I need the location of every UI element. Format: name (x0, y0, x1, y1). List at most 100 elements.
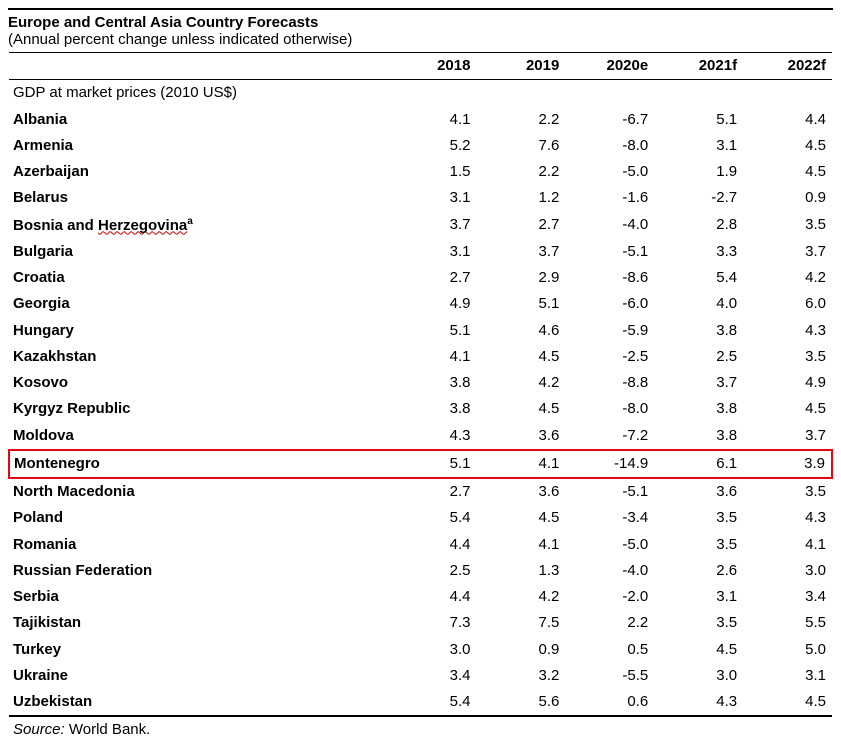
country-name: North Macedonia (9, 478, 388, 505)
value-cell: 0.6 (565, 689, 654, 716)
value-cell: -4.0 (565, 558, 654, 584)
country-name: Croatia (9, 265, 388, 291)
value-cell: 3.8 (654, 318, 743, 344)
value-cell: 0.9 (743, 185, 832, 211)
table-row: Poland5.44.5-3.43.54.3 (9, 505, 832, 531)
value-cell: 1.5 (388, 159, 477, 185)
title-line-2: (Annual percent change unless indicated … (8, 31, 833, 52)
country-name: Hungary (9, 318, 388, 344)
value-cell: 3.1 (654, 133, 743, 159)
value-cell: 5.1 (388, 450, 477, 478)
value-cell: 4.5 (743, 133, 832, 159)
value-cell: 5.5 (743, 610, 832, 636)
table-row: Romania4.44.1-5.03.54.1 (9, 532, 832, 558)
value-cell: -3.4 (565, 505, 654, 531)
table-row: Belarus3.11.2-1.6-2.70.9 (9, 185, 832, 211)
value-cell: 4.6 (476, 318, 565, 344)
value-cell: -4.0 (565, 212, 654, 239)
table-row: Serbia4.44.2-2.03.13.4 (9, 584, 832, 610)
table-row: Uzbekistan5.45.60.64.34.5 (9, 689, 832, 716)
value-cell: 3.1 (743, 663, 832, 689)
value-cell: 4.2 (476, 584, 565, 610)
country-name: Kazakhstan (9, 344, 388, 370)
table-row: Turkey3.00.90.54.55.0 (9, 637, 832, 663)
value-cell: 3.1 (654, 584, 743, 610)
value-cell: 2.7 (388, 265, 477, 291)
country-name: Serbia (9, 584, 388, 610)
value-cell: 3.5 (743, 344, 832, 370)
value-cell: 4.0 (654, 291, 743, 317)
value-cell: 3.6 (476, 478, 565, 505)
value-cell: 2.2 (476, 159, 565, 185)
value-cell: 3.8 (654, 423, 743, 450)
country-name: Azerbaijan (9, 159, 388, 185)
value-cell: 3.8 (388, 396, 477, 422)
value-cell: -5.5 (565, 663, 654, 689)
source-row: Source: World Bank. (9, 716, 832, 743)
source-name: World Bank. (65, 721, 151, 738)
value-cell: 4.1 (476, 450, 565, 478)
value-cell: 6.0 (743, 291, 832, 317)
value-cell: -5.0 (565, 532, 654, 558)
value-cell: 2.5 (388, 558, 477, 584)
table-header-row: 2018 2019 2020e 2021f 2022f (9, 53, 832, 80)
value-cell: 4.5 (476, 344, 565, 370)
value-cell: 4.5 (654, 637, 743, 663)
table-row: Ukraine3.43.2-5.53.03.1 (9, 663, 832, 689)
value-cell: 2.5 (654, 344, 743, 370)
col-header: 2018 (388, 53, 477, 80)
table-row: Armenia5.27.6-8.03.14.5 (9, 133, 832, 159)
value-cell: 4.3 (654, 689, 743, 716)
value-cell: -7.2 (565, 423, 654, 450)
value-cell: 4.9 (388, 291, 477, 317)
table-row: Bulgaria3.13.7-5.13.33.7 (9, 239, 832, 265)
value-cell: 3.1 (388, 239, 477, 265)
country-name: Montenegro (9, 450, 388, 478)
value-cell: 4.3 (743, 318, 832, 344)
value-cell: 4.5 (743, 396, 832, 422)
country-name: Kosovo (9, 370, 388, 396)
value-cell: 3.6 (476, 423, 565, 450)
value-cell: 0.5 (565, 637, 654, 663)
country-name: Uzbekistan (9, 689, 388, 716)
value-cell: -5.9 (565, 318, 654, 344)
value-cell: 3.8 (388, 370, 477, 396)
value-cell: 2.8 (654, 212, 743, 239)
value-cell: 4.4 (743, 107, 832, 133)
value-cell: -8.8 (565, 370, 654, 396)
value-cell: 2.9 (476, 265, 565, 291)
value-cell: 3.0 (654, 663, 743, 689)
value-cell: 4.3 (743, 505, 832, 531)
value-cell: 3.5 (654, 532, 743, 558)
value-cell: 3.7 (476, 239, 565, 265)
table-row: Bosnia and Herzegovinaa3.72.7-4.02.83.5 (9, 212, 832, 239)
value-cell: 5.6 (476, 689, 565, 716)
value-cell: 3.8 (654, 396, 743, 422)
title-line-1: Europe and Central Asia Country Forecast… (8, 14, 833, 31)
col-header-country (9, 53, 388, 80)
country-name: Bulgaria (9, 239, 388, 265)
value-cell: 3.4 (743, 584, 832, 610)
country-name: Bosnia and Herzegovinaa (9, 212, 388, 239)
value-cell: 3.2 (476, 663, 565, 689)
value-cell: 3.1 (388, 185, 477, 211)
value-cell: 7.5 (476, 610, 565, 636)
value-cell: 1.3 (476, 558, 565, 584)
title-block: Europe and Central Asia Country Forecast… (8, 8, 833, 52)
section-label: GDP at market prices (2010 US$) (9, 80, 832, 107)
value-cell: 3.6 (654, 478, 743, 505)
value-cell: -2.0 (565, 584, 654, 610)
value-cell: 5.4 (388, 505, 477, 531)
value-cell: 4.5 (476, 396, 565, 422)
value-cell: -8.6 (565, 265, 654, 291)
value-cell: -14.9 (565, 450, 654, 478)
country-name: Ukraine (9, 663, 388, 689)
value-cell: 2.7 (388, 478, 477, 505)
table-row: Kazakhstan4.14.5-2.52.53.5 (9, 344, 832, 370)
value-cell: 4.5 (743, 689, 832, 716)
value-cell: 7.6 (476, 133, 565, 159)
value-cell: 2.7 (476, 212, 565, 239)
value-cell: 2.2 (565, 610, 654, 636)
country-name: Romania (9, 532, 388, 558)
table-row: Croatia2.72.9-8.65.44.2 (9, 265, 832, 291)
